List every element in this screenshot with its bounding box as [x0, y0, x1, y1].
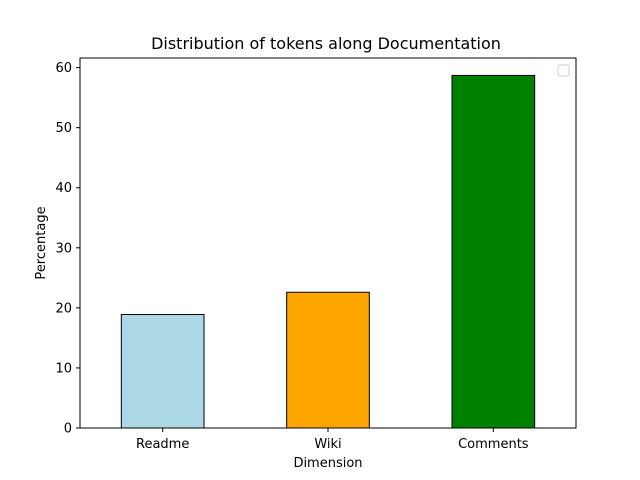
- bar-readme: [120, 313, 205, 429]
- x-tick-label-readme: Readme: [136, 437, 189, 452]
- plot-frame: [79, 57, 577, 429]
- bars-group: [120, 74, 536, 429]
- y-tick-label: 10: [55, 361, 72, 376]
- chart-title: Distribution of tokens along Documentati…: [151, 34, 501, 53]
- y-tick-label: 30: [55, 241, 72, 256]
- x-axis-label: Dimension: [293, 456, 362, 471]
- y-tick-label: 0: [64, 422, 72, 437]
- y-axis-ticks: 0 10 20 30 40 50 60: [55, 61, 80, 437]
- y-tick-label: 50: [55, 121, 72, 136]
- x-tick-label-wiki: Wiki: [314, 437, 341, 452]
- y-axis-label: Percentage: [34, 206, 49, 279]
- x-axis-ticks: Readme Wiki Comments: [136, 428, 529, 452]
- x-tick-label-comments: Comments: [458, 437, 529, 452]
- legend-box: [557, 64, 570, 77]
- y-tick-label: 20: [55, 301, 72, 316]
- y-tick-label: 40: [55, 181, 72, 196]
- bar-wiki: [286, 291, 370, 429]
- bar-comments: [451, 74, 536, 429]
- y-tick-label: 60: [55, 61, 72, 76]
